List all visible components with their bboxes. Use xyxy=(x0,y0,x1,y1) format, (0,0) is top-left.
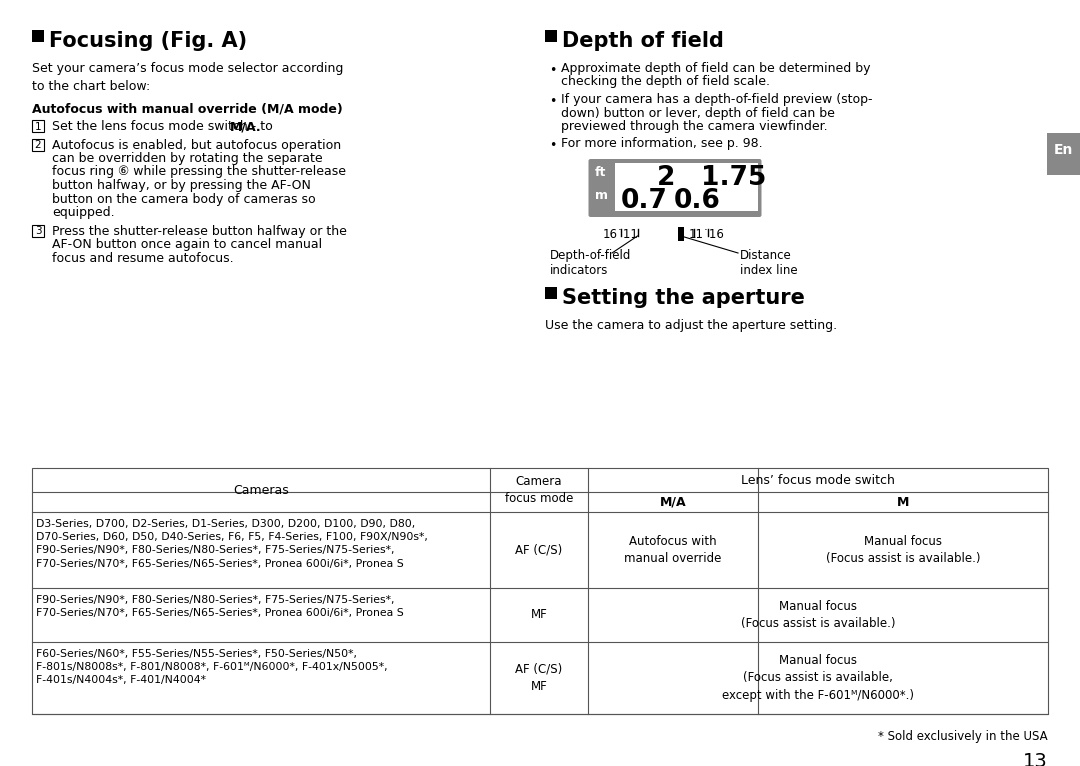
Bar xyxy=(32,30,44,42)
Text: equipped.: equipped. xyxy=(52,206,114,219)
Text: Set your camera’s focus mode selector according
to the chart below:: Set your camera’s focus mode selector ac… xyxy=(32,62,343,93)
Text: down) button or lever, depth of field can be: down) button or lever, depth of field ca… xyxy=(561,106,835,119)
Text: Autofocus with
manual override: Autofocus with manual override xyxy=(624,535,721,565)
Text: F90-Series/N90*, F80-Series/N80-Series*, F75-Series/N75-Series*,
F70-Series/N70*: F90-Series/N90*, F80-Series/N80-Series*,… xyxy=(36,595,404,618)
Text: focus ring ⑥ while pressing the shutter-release: focus ring ⑥ while pressing the shutter-… xyxy=(52,165,346,178)
Text: 2: 2 xyxy=(657,165,675,191)
Text: M: M xyxy=(896,496,909,509)
Bar xyxy=(32,224,44,237)
Text: Manual focus
(Focus assist is available.): Manual focus (Focus assist is available.… xyxy=(741,600,895,630)
Text: Setting the aperture: Setting the aperture xyxy=(562,288,805,308)
Text: •: • xyxy=(549,139,556,152)
Text: 0.6: 0.6 xyxy=(674,188,720,214)
Text: Press the shutter-release button halfway or the: Press the shutter-release button halfway… xyxy=(52,224,347,237)
Text: D3-Series, D700, D2-Series, D1-Series, D300, D200, D100, D90, D80,
D70-Series, D: D3-Series, D700, D2-Series, D1-Series, D… xyxy=(36,519,428,568)
Text: Camera
focus mode: Camera focus mode xyxy=(504,475,573,505)
Text: AF (C/S)
MF: AF (C/S) MF xyxy=(515,663,563,693)
Text: MF: MF xyxy=(530,608,548,621)
Text: Lens’ focus mode switch: Lens’ focus mode switch xyxy=(741,473,895,486)
Bar xyxy=(32,120,44,132)
Text: Cameras: Cameras xyxy=(233,483,288,496)
Text: Autofocus with manual override (M/A mode): Autofocus with manual override (M/A mode… xyxy=(32,102,342,115)
Bar xyxy=(593,163,615,211)
Text: can be overridden by rotating the separate: can be overridden by rotating the separa… xyxy=(52,152,323,165)
Text: M/A.: M/A. xyxy=(230,120,261,133)
Text: Depth of field: Depth of field xyxy=(562,31,724,51)
Text: 1.75: 1.75 xyxy=(701,165,766,191)
Text: 0.7: 0.7 xyxy=(621,188,667,214)
Text: If your camera has a depth-of-field preview (stop-: If your camera has a depth-of-field prev… xyxy=(561,93,873,106)
Text: Manual focus
(Focus assist is available.): Manual focus (Focus assist is available.… xyxy=(826,535,981,565)
Text: AF (C/S): AF (C/S) xyxy=(515,544,563,557)
Text: Approximate depth of field can be determined by: Approximate depth of field can be determ… xyxy=(561,62,870,75)
Text: Set the lens focus mode switch ­ to: Set the lens focus mode switch ­ to xyxy=(52,120,276,133)
Bar xyxy=(545,30,557,42)
Text: Depth-of-field
indicators: Depth-of-field indicators xyxy=(550,249,632,277)
Text: F60-Series/N60*, F55-Series/N55-Series*, F50-Series/N50*,
F-801s/N8008s*, F-801/: F60-Series/N60*, F55-Series/N55-Series*,… xyxy=(36,649,388,686)
Text: Manual focus
(Focus assist is available,
except with the F-601ᴹ/N6000*.): Manual focus (Focus assist is available,… xyxy=(723,654,914,702)
Text: En: En xyxy=(1053,143,1072,157)
Text: •: • xyxy=(549,64,556,77)
FancyBboxPatch shape xyxy=(589,159,761,217)
Text: 16˙11: 16˙11 xyxy=(603,228,638,241)
Text: Use the camera to adjust the aperture setting.: Use the camera to adjust the aperture se… xyxy=(545,319,837,332)
Bar xyxy=(32,139,44,150)
Text: ft: ft xyxy=(594,166,606,179)
Text: Focusing (Fig. A): Focusing (Fig. A) xyxy=(49,31,247,51)
Text: button on the camera body of cameras so: button on the camera body of cameras so xyxy=(52,192,315,205)
Text: •: • xyxy=(549,95,556,108)
Text: focus and resume autofocus.: focus and resume autofocus. xyxy=(52,251,233,264)
Bar xyxy=(545,287,557,299)
Text: * Sold exclusively in the USA: * Sold exclusively in the USA xyxy=(878,730,1048,743)
Text: 13: 13 xyxy=(1023,752,1048,766)
Text: Distance
index line: Distance index line xyxy=(740,249,798,277)
Bar xyxy=(678,227,684,241)
Text: For more information, see p. 98.: For more information, see p. 98. xyxy=(561,138,762,150)
Bar xyxy=(1047,133,1080,175)
Text: 3: 3 xyxy=(35,227,41,237)
Bar xyxy=(32,468,1048,714)
Text: m: m xyxy=(594,189,607,202)
Text: 2: 2 xyxy=(35,140,41,150)
Text: 1: 1 xyxy=(35,122,41,132)
Bar xyxy=(615,163,757,211)
Text: AF-ON button once again to cancel manual: AF-ON button once again to cancel manual xyxy=(52,238,322,251)
Text: Autofocus is enabled, but autofocus operation: Autofocus is enabled, but autofocus oper… xyxy=(52,139,341,152)
Text: M/A: M/A xyxy=(660,496,686,509)
Text: 11˙16: 11˙16 xyxy=(689,228,725,241)
Text: button halfway, or by pressing the AF-ON: button halfway, or by pressing the AF-ON xyxy=(52,179,311,192)
Text: checking the depth of field scale.: checking the depth of field scale. xyxy=(561,76,770,89)
Text: previewed through the camera viewfinder.: previewed through the camera viewfinder. xyxy=(561,120,827,133)
